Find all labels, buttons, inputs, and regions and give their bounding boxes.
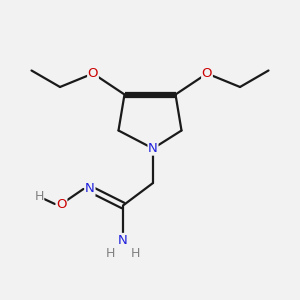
Text: N: N	[148, 142, 158, 155]
Text: N: N	[118, 233, 128, 247]
Text: H: H	[106, 247, 115, 260]
Text: O: O	[88, 67, 98, 80]
Text: H: H	[131, 247, 140, 260]
Text: O: O	[56, 197, 67, 211]
Text: N: N	[85, 182, 95, 196]
Text: O: O	[202, 67, 212, 80]
Text: H: H	[34, 190, 44, 203]
